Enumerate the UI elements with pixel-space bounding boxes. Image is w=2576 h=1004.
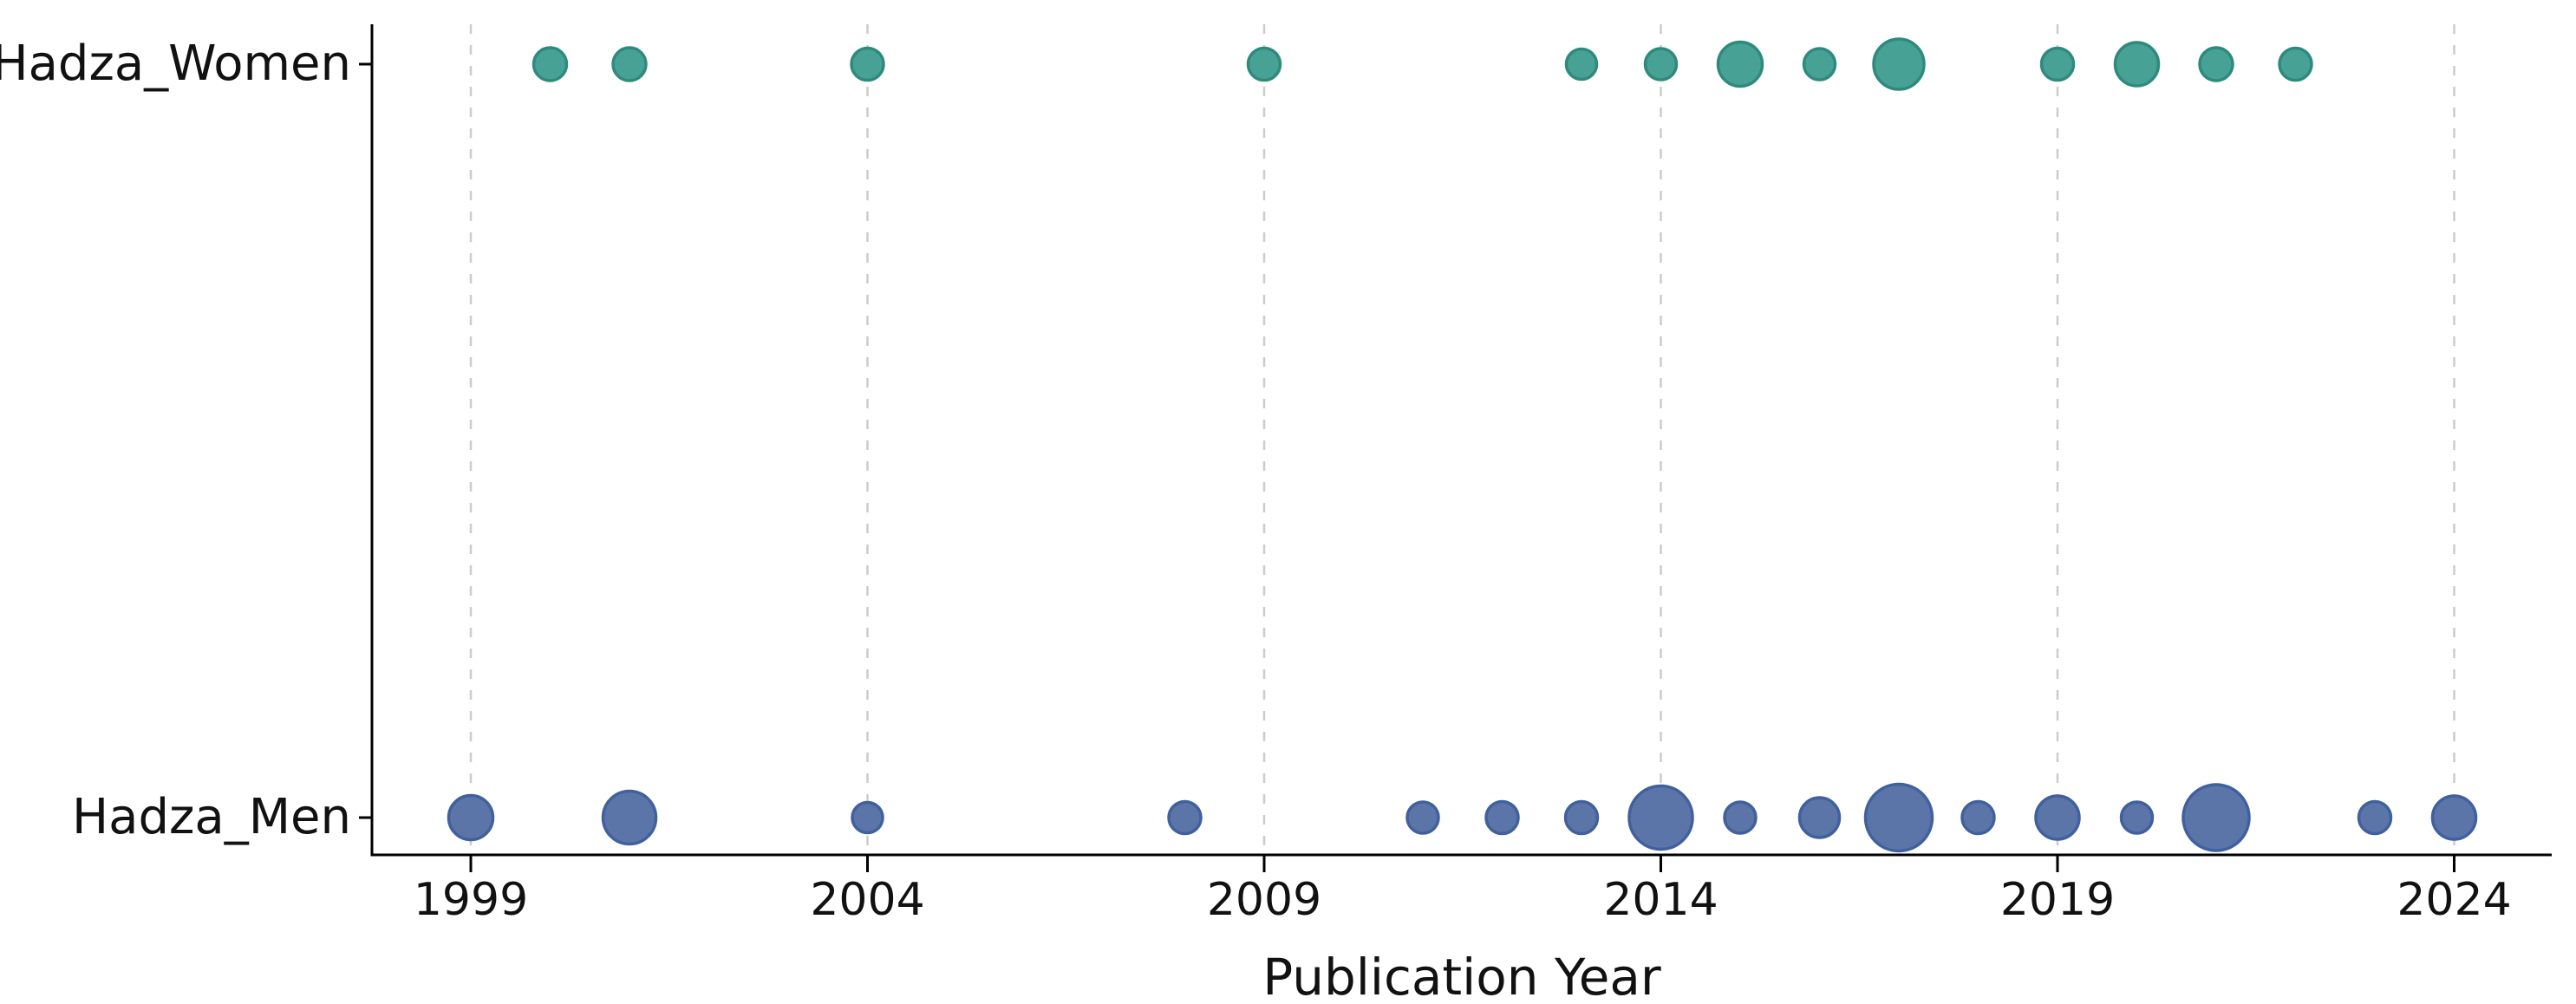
bubble-hadza_women-2016 bbox=[1802, 47, 1837, 81]
bubble-hadza_men-2012 bbox=[1484, 799, 1520, 836]
bubble-hadza_women-2021 bbox=[2198, 46, 2234, 82]
bubble-hadza_women-2004 bbox=[850, 46, 885, 82]
bubble-hadza_women-2013 bbox=[1564, 47, 1599, 81]
bubble-hadza_men-2008 bbox=[1167, 799, 1203, 836]
x-tick-label-2009: 2009 bbox=[1206, 874, 1322, 926]
y-tick-label-hadza-women: Hadza_Women bbox=[0, 36, 351, 92]
bubble-hadza_men-2011 bbox=[1405, 800, 1440, 835]
x-tick-label-2024: 2024 bbox=[2397, 874, 2512, 926]
bubble-hadza_women-2022 bbox=[2278, 46, 2313, 82]
y-tick-label-hadza-men: Hadza_Men bbox=[72, 789, 351, 845]
bubble-hadza_men-2023 bbox=[2357, 799, 2393, 836]
bubble-hadza_women-2017 bbox=[1872, 37, 1926, 91]
bubble-hadza_women-2014 bbox=[1643, 47, 1679, 81]
bubble-hadza_men-2017 bbox=[1863, 782, 1934, 853]
bubble-hadza_men-2014 bbox=[1627, 784, 1694, 851]
bubble-hadza_men-2020 bbox=[2119, 800, 2155, 835]
bubble-hadza_women-2000 bbox=[532, 46, 569, 82]
x-tick-label-2004: 2004 bbox=[810, 874, 925, 926]
bubble-hadza_men-2001 bbox=[601, 789, 658, 846]
bubble-hadza_men-2021 bbox=[2181, 783, 2251, 852]
bubble-hadza_men-2015 bbox=[1723, 800, 1758, 835]
bubble-hadza_women-2001 bbox=[611, 46, 648, 82]
bubble-hadza_men-2024 bbox=[2430, 794, 2478, 841]
bubble-hadza_men-2004 bbox=[851, 800, 884, 835]
x-axis-title: Publication Year bbox=[1262, 948, 1661, 1004]
bubble-hadza_women-2019 bbox=[2039, 46, 2076, 82]
bubble-hadza_men-2019 bbox=[2034, 794, 2081, 841]
bubble-hadza_men-2016 bbox=[1797, 796, 1842, 839]
x-tick-label-2014: 2014 bbox=[1603, 874, 1718, 926]
bubble-hadza_women-2020 bbox=[2113, 41, 2161, 88]
bubble-hadza_women-2015 bbox=[1716, 40, 1764, 88]
bubble-hadza_men-1999 bbox=[447, 793, 495, 842]
x-tick-label-2019: 2019 bbox=[1999, 874, 2116, 926]
bubble-hadza_men-2018 bbox=[1960, 799, 1996, 836]
bubble-hadza_men-2013 bbox=[1563, 799, 1600, 836]
bubble-hadza_women-2009 bbox=[1246, 46, 1282, 82]
x-tick-label-1999: 1999 bbox=[413, 874, 529, 926]
